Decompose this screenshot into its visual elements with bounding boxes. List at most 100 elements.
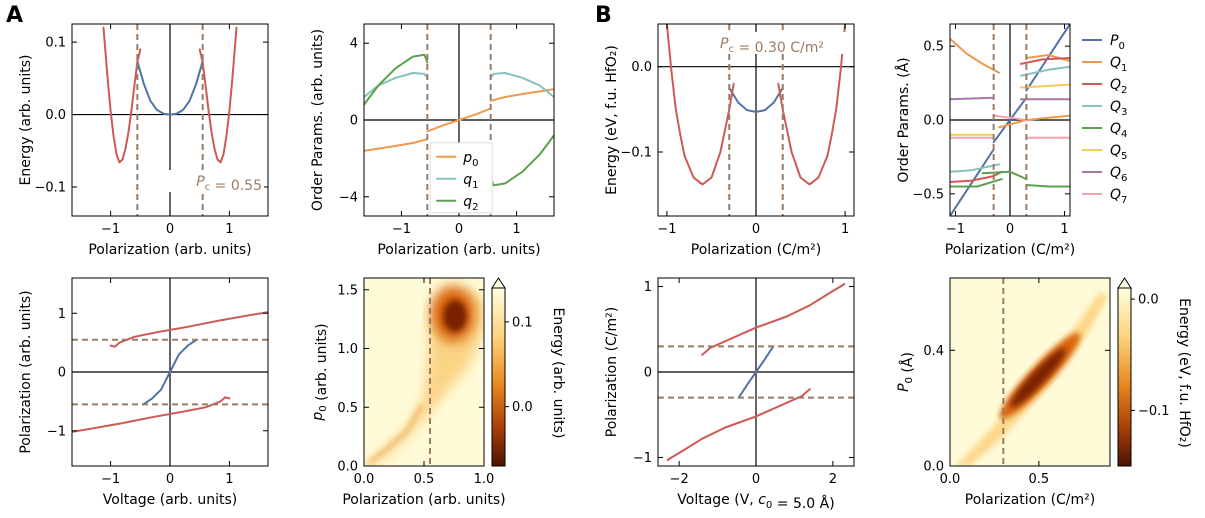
x-tick-label: −1	[946, 222, 965, 237]
y-tick-label: 0.0	[631, 60, 652, 75]
x-axis-label: Polarization (arb. units)	[377, 242, 540, 258]
series-green-12	[1025, 184, 1070, 188]
x-tick-label: 1	[841, 222, 849, 237]
colorbar-tick-label: 0.0	[1138, 293, 1159, 308]
series-blue-0	[728, 87, 784, 113]
x-tick-label: 0.5	[1029, 472, 1050, 487]
series-red-2	[198, 26, 238, 164]
colorbar-label: Energy (eV, f.u. HfO₂)	[1176, 298, 1192, 448]
x-axis-label: Polarization (C/m²)	[691, 242, 821, 258]
series-teal-9	[1019, 65, 1070, 77]
legend-label: q1	[463, 172, 478, 191]
series-blue-0	[136, 60, 204, 116]
x-tick-label: −1	[101, 222, 120, 237]
legend-label: Q4	[1110, 121, 1127, 140]
y-tick-label: −0.1	[34, 181, 66, 196]
x-axis-label: Polarization (arb. units)	[88, 242, 251, 258]
x-tick-label: 0	[166, 222, 174, 237]
x-tick-label: −1	[392, 222, 411, 237]
y-axis-label: Energy (arb. units)	[18, 55, 34, 186]
x-axis-label: Polarization (C/m²)	[965, 492, 1095, 508]
legend-label: q2	[463, 194, 478, 213]
x-tick-label: 0	[455, 222, 463, 237]
series-green-11	[981, 170, 1028, 181]
y-axis-label: P0 (Å)	[896, 352, 916, 392]
panel-a3: −1 0 1 −1 0 1 Voltage (arb. units) Polarization…	[18, 277, 269, 508]
colorbar-tick-label: 0.1	[512, 315, 533, 330]
x-tick-label: 0	[1006, 222, 1014, 237]
x-axis-label: Voltage (arb. units)	[103, 492, 237, 508]
y-axis-label: Energy (eV, f.u. HfO₂)	[604, 45, 620, 195]
x-tick-label: 2	[829, 472, 837, 487]
series-purple-15	[950, 96, 995, 101]
colorbar-tick-label: 0.0	[512, 400, 533, 415]
legend-label: P0	[1110, 33, 1125, 52]
x-tick-label: 0	[166, 472, 174, 487]
series-blue-0	[142, 338, 198, 406]
y-tick-label: −4	[339, 190, 358, 205]
x-tick-label: 0.5	[414, 472, 435, 487]
x-axis-label: Voltage (V, c0 = 5.0 Å)	[677, 492, 834, 512]
y-tick-label: 0	[350, 114, 358, 129]
legend-label: Q3	[1110, 99, 1127, 118]
panel-a4: 0.0 0.5 1.0 0.0 0.5 1.0 1.5 Polarization (arb. …	[310, 277, 566, 508]
x-tick-label: 0.0	[940, 472, 961, 487]
x-tick-label: 1	[512, 222, 520, 237]
x-tick-label: −1	[101, 472, 120, 487]
y-tick-label: 0	[58, 366, 66, 381]
x-axis-label: Polarization (C/m²)	[945, 242, 1075, 258]
series-red-2	[72, 396, 231, 433]
panel-b1: −1 0 1 −0.1 0.0 Polarization (C/m²) Energy (eV…	[604, 23, 855, 258]
legend-label: Q7	[1110, 187, 1127, 206]
chart-layer: −1 0 1 −0.1 0.0 0.1 Polarization (arb. units) E…	[18, 23, 1192, 512]
series-green-5	[364, 53, 429, 106]
panel-a1: −1 0 1 −0.1 0.0 0.1 Polarization (arb. units) E…	[18, 23, 269, 258]
legend-label: Q1	[1110, 55, 1127, 74]
colorbar-tick-label: −0.1	[1138, 404, 1170, 419]
colorbar-b4-extend-arrow	[1117, 277, 1132, 289]
series-red-7	[1019, 57, 1070, 65]
panel-letter-a: A	[6, 3, 23, 28]
x-tick-label: −2	[670, 472, 689, 487]
series-red-2	[777, 24, 847, 186]
plot-area-b3	[658, 278, 854, 466]
series-yellow-14	[1019, 83, 1070, 89]
y-tick-label: 0.1	[45, 36, 66, 51]
series-orange-2	[489, 88, 554, 102]
colorbar-a4	[491, 287, 506, 467]
x-tick-label: 1	[225, 222, 233, 237]
x-axis-label: Polarization (arb. units)	[342, 492, 505, 508]
y-axis-label: Polarization (arb. units)	[18, 290, 34, 453]
panel-b4: 0.0 0.5 0.0 0.4 Polarization (C/m²) P0 (Å) 0.0…	[896, 277, 1192, 508]
series-blue-0	[737, 345, 775, 399]
y-tick-label: 1.5	[337, 283, 358, 298]
series-teal-4	[489, 72, 554, 98]
annotation-bg	[716, 32, 846, 54]
series-orange-3	[950, 37, 1001, 74]
y-tick-label: −0.1	[620, 146, 652, 161]
y-axis-label: Order Params. (arb. units)	[310, 29, 326, 211]
x-tick-label: 0.0	[354, 472, 375, 487]
series-red-6	[950, 170, 1003, 183]
x-tick-label: 1	[1060, 222, 1068, 237]
y-tick-label: 0.0	[923, 114, 944, 129]
y-tick-label: 1.0	[337, 342, 358, 357]
y-tick-label: 4	[350, 37, 358, 52]
y-tick-label: 0.0	[337, 460, 358, 475]
annotation-bg	[166, 170, 264, 192]
series-teal-8	[950, 163, 1001, 173]
x-tick-label: 0	[752, 472, 760, 487]
legend-label: Q5	[1110, 143, 1127, 162]
plot-area-a1	[72, 24, 268, 216]
colorbar-a4-extend-arrow	[491, 277, 506, 289]
panel-letter-b: B	[595, 3, 612, 28]
series-red-1	[701, 283, 846, 356]
panel-b2: −1 0 1 −0.5 0.0 0.5 Polarization (C/m²) Order P…	[895, 23, 1127, 258]
y-tick-label: 0.5	[337, 401, 358, 416]
y-tick-label: 0.0	[923, 460, 944, 475]
series-blue-2	[1025, 24, 1070, 92]
y-tick-label: −0.5	[912, 187, 944, 202]
x-tick-label: 1	[225, 472, 233, 487]
plot-area-b2	[950, 24, 1070, 216]
y-tick-label: 0	[644, 366, 652, 381]
